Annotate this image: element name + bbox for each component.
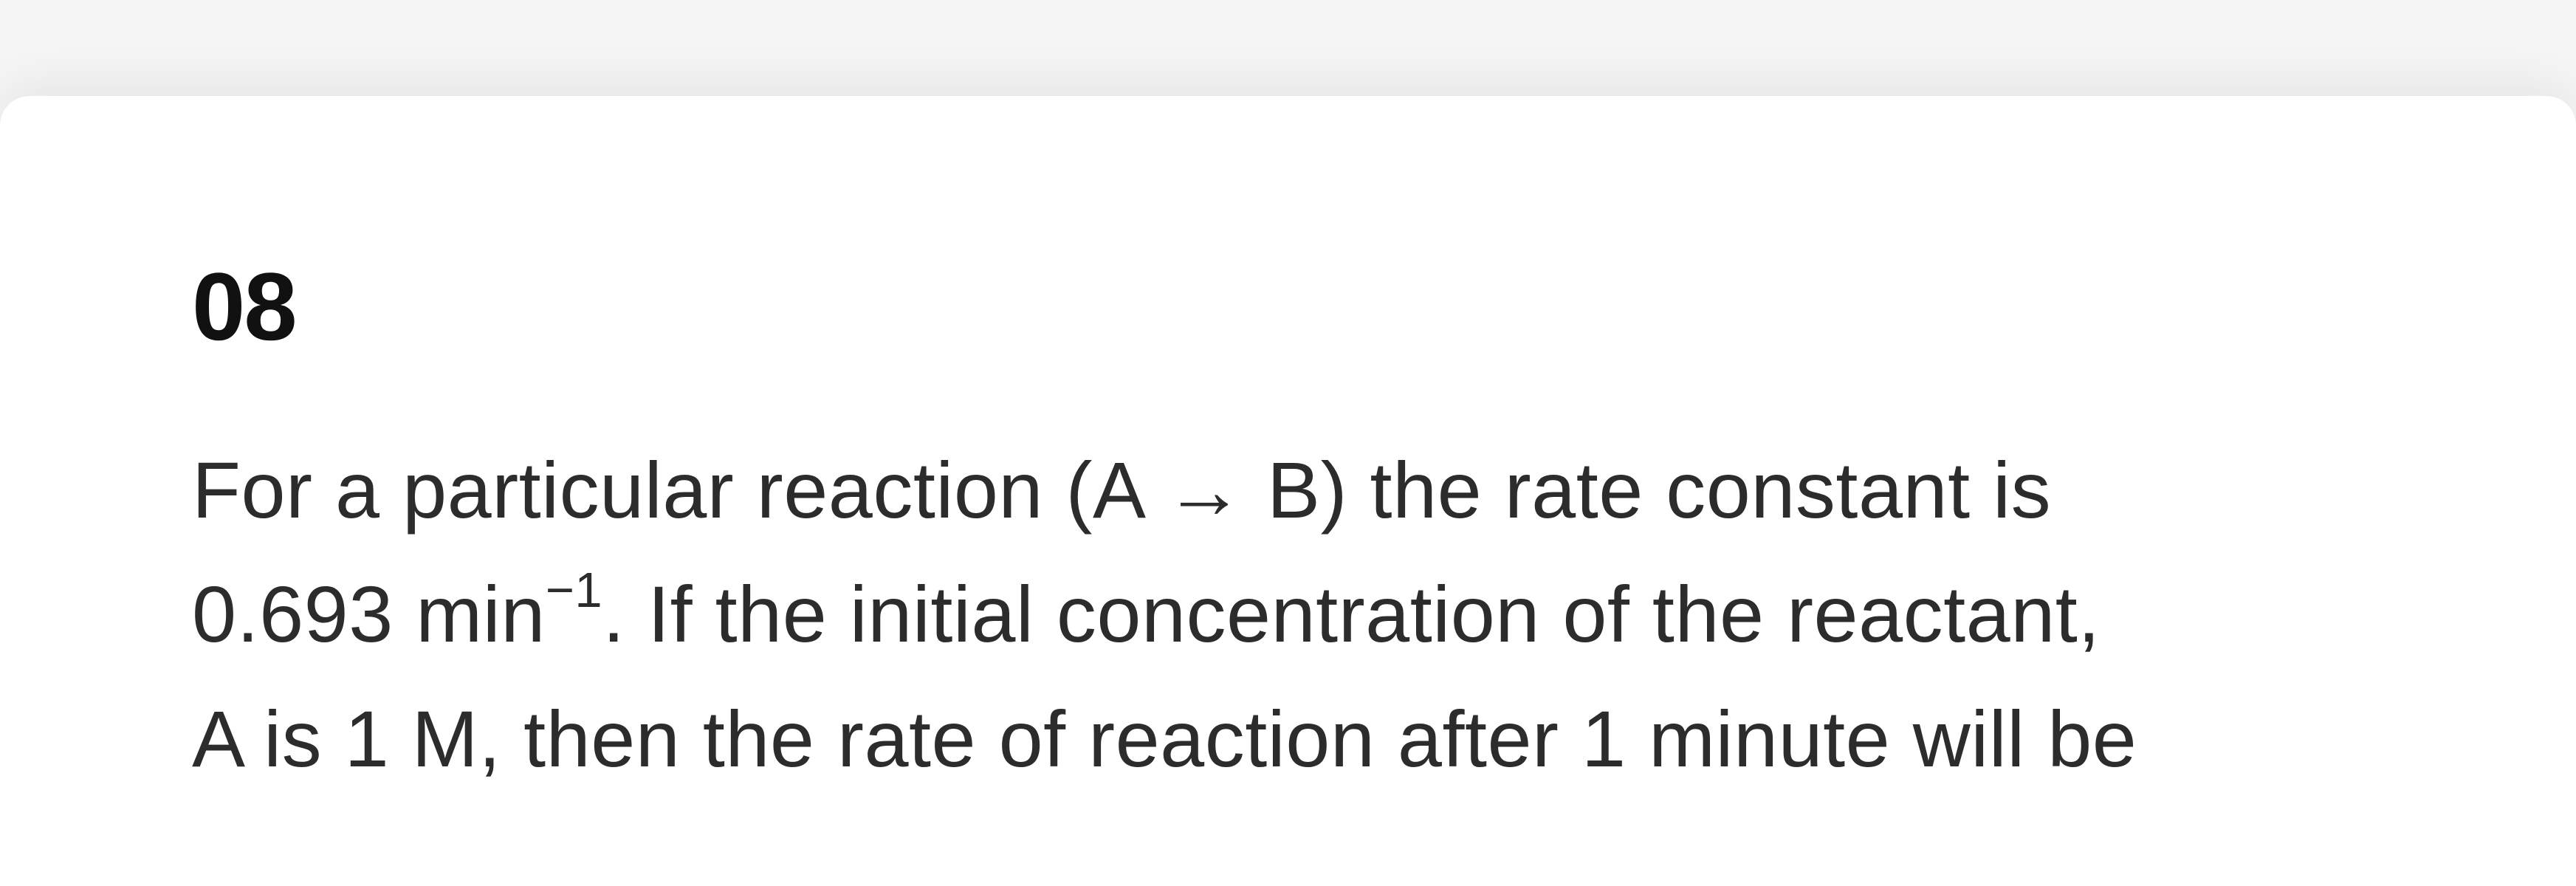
question-line1-b: B) the rate constant is xyxy=(1245,445,2052,535)
question-line2-b: . If the initial concentration of the re… xyxy=(602,569,2101,659)
arrow-icon: → xyxy=(1164,428,1245,552)
question-card: 08 For a particular reaction (A → B) the… xyxy=(0,96,2576,886)
superscript: −1 xyxy=(546,563,602,618)
question-number: 08 xyxy=(192,251,2384,362)
question-line2-a: 0.693 min xyxy=(192,569,546,659)
question-line3: A is 1 M, then the rate of reaction afte… xyxy=(192,694,2137,783)
question-text: For a particular reaction (A → B) the ra… xyxy=(192,428,2384,801)
question-line1-a: For a particular reaction (A xyxy=(192,445,1164,535)
